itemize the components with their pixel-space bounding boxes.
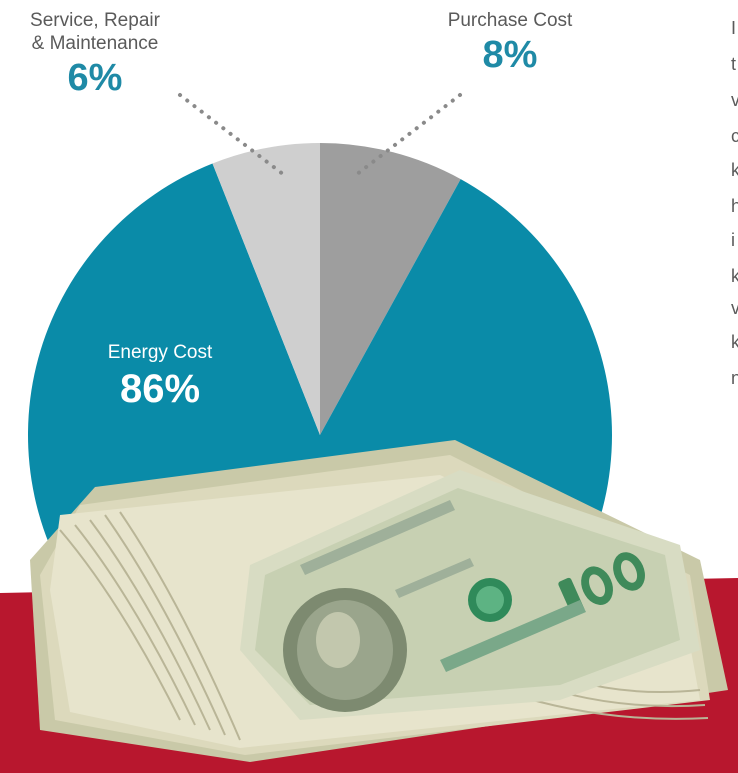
side-text-letter: k [731,332,738,352]
purchase-cost-label: Purchase Cost 8% [410,10,610,78]
hundred-numeral [558,552,645,617]
side-text-letter: i [731,230,735,250]
service-repair-label: Service, Repair & Maintenance 6% [0,10,190,101]
side-text-letter: I [731,18,737,38]
side-text-letter: h [731,196,738,216]
side-text-letter: v [731,298,738,318]
pie-slice-purchase-cost [320,143,461,435]
purchase-cost-percent: 8% [482,33,538,76]
service-percent: 6% [67,56,123,99]
energy-cost-caption: Energy Cost [107,342,213,363]
service-caption-line1: Service, Repair [30,10,160,31]
side-text-letter: t [731,54,737,74]
money-stack-image [30,440,728,762]
energy-cost-percent: 86% [119,366,201,411]
energy-cost-label: Energy Cost 86% [60,342,260,413]
side-text-letter: k [731,266,738,286]
pie-slice-service-repair-maintenance [212,143,320,435]
side-text-letter: v [731,90,738,110]
purchase-cost-caption: Purchase Cost [447,10,573,31]
side-text-letter: c [731,126,738,146]
service-caption-line2: & Maintenance [31,32,159,54]
side-text-letter: n [731,368,738,388]
side-text-letter: k [731,160,738,180]
